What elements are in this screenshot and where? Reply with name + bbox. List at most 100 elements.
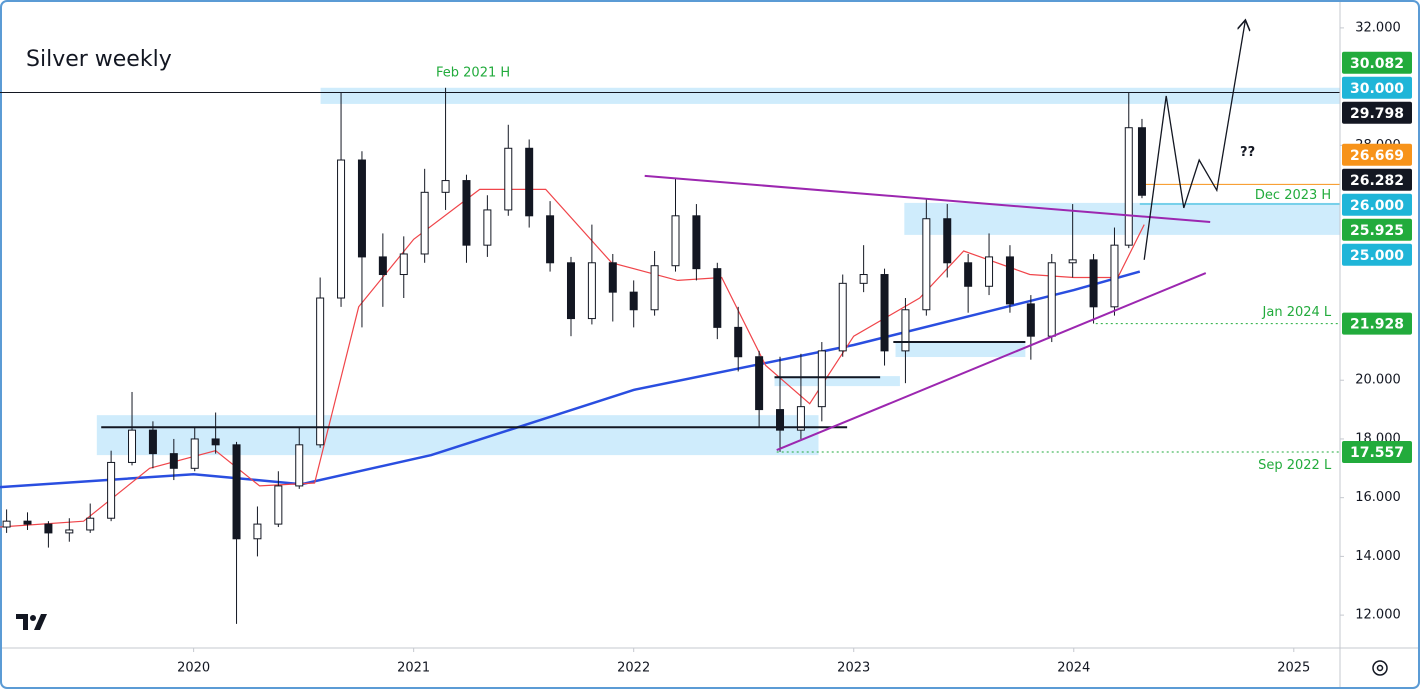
candle-body [650, 265, 659, 311]
candle-body [1137, 127, 1146, 196]
candle-body [295, 444, 304, 487]
candle-body [86, 517, 95, 531]
candle-body [943, 218, 952, 264]
candle-body [253, 523, 262, 540]
y-tick-label: 14.000 [1355, 549, 1401, 564]
price-badge [1342, 76, 1412, 99]
price-badge [1342, 193, 1412, 216]
x-tick-label: 2024 [1057, 661, 1090, 676]
candle-body [420, 191, 429, 255]
candle-body [838, 282, 847, 352]
candle-body [776, 409, 785, 431]
y-tick-label: 16.000 [1355, 490, 1401, 505]
x-tick-label: 2020 [177, 661, 210, 676]
candle-body [357, 159, 366, 258]
candle-body [671, 215, 680, 267]
candle-body [859, 274, 868, 284]
zone [96, 415, 819, 456]
price-badge [1342, 101, 1412, 124]
price-badge-label: 25.000 [1350, 248, 1404, 264]
candle-body [901, 309, 910, 352]
candle-body [734, 326, 743, 358]
x-tick-label: 2023 [837, 661, 870, 676]
price-badge-label: 21.928 [1350, 317, 1404, 333]
price-badge [1342, 143, 1412, 166]
candle-body [796, 406, 805, 431]
candle-body [546, 215, 555, 264]
zone [320, 87, 1340, 104]
settings-icon[interactable] [1372, 660, 1388, 676]
candle-body [587, 262, 596, 320]
candle-body [190, 438, 199, 469]
candle-body [1110, 244, 1119, 308]
candle-body [44, 523, 53, 534]
price-badge-label: 30.082 [1350, 56, 1404, 72]
annotation: Dec 2023 H [1255, 188, 1331, 203]
candle-body [23, 520, 32, 525]
candle-body [713, 268, 722, 328]
price-badge [1342, 168, 1412, 191]
x-tick-label: 2025 [1277, 661, 1310, 676]
candle-body [525, 147, 534, 217]
candle-body [504, 147, 513, 211]
x-tick-label: 2021 [397, 661, 430, 676]
candle-body [483, 209, 492, 246]
candle-body [1124, 127, 1133, 246]
candle-body [1026, 303, 1035, 337]
zone [904, 202, 1340, 235]
candle-body [148, 429, 157, 455]
candle-body [441, 180, 450, 193]
chart-title: Silver weekly [26, 47, 172, 72]
candle-body [755, 356, 764, 411]
candle-body [1089, 259, 1098, 308]
candle-body [337, 159, 346, 299]
candle-body [2, 520, 11, 528]
candle-body [232, 444, 241, 540]
candle-body [1068, 259, 1077, 264]
logo [16, 614, 47, 630]
annotation: Jan 2024 L [1262, 305, 1332, 320]
annotation: Sep 2022 L [1258, 458, 1332, 473]
trendline [776, 272, 1207, 452]
moving-average [0, 270, 1141, 489]
candle-body [378, 256, 387, 276]
trendline [644, 174, 1211, 223]
candle-body [128, 429, 137, 463]
price-badge [1342, 312, 1412, 335]
candle-body [1005, 256, 1014, 305]
price-badge-label: 26.000 [1350, 198, 1404, 214]
annotation: Feb 2021 H [436, 65, 510, 80]
candle-body [211, 438, 220, 446]
candle-body [566, 262, 575, 320]
candle-body [692, 215, 701, 270]
candle-body [1047, 262, 1056, 337]
candle-body [462, 180, 471, 246]
candle-body [169, 453, 178, 469]
x-tick-label: 2022 [617, 661, 650, 676]
zone [895, 342, 1026, 358]
price-badge [1342, 440, 1412, 463]
price-badge [1342, 51, 1412, 74]
price-badge-label: 17.557 [1350, 445, 1404, 461]
price-badge-label: 26.282 [1350, 173, 1404, 189]
candle-body [107, 461, 116, 519]
annotation: ?? [1240, 145, 1255, 160]
projection-path [1143, 20, 1245, 260]
y-tick-label: 20.000 [1355, 373, 1401, 388]
candle-body [964, 262, 973, 287]
candle-body [629, 291, 638, 311]
plot-area [0, 20, 1340, 624]
axes: 12.00014.00016.00018.00020.00028.00032.0… [177, 20, 1412, 676]
price-badge-label: 26.669 [1350, 148, 1404, 164]
price-badge-label: 29.798 [1350, 106, 1404, 122]
candle-body [817, 350, 826, 408]
zone [774, 376, 900, 387]
candle-body [922, 218, 931, 311]
candle-body [880, 274, 889, 352]
candle-body [608, 262, 617, 293]
candle-body [399, 253, 408, 276]
candle-body [274, 485, 283, 525]
price-badge-label: 25.925 [1350, 223, 1404, 239]
